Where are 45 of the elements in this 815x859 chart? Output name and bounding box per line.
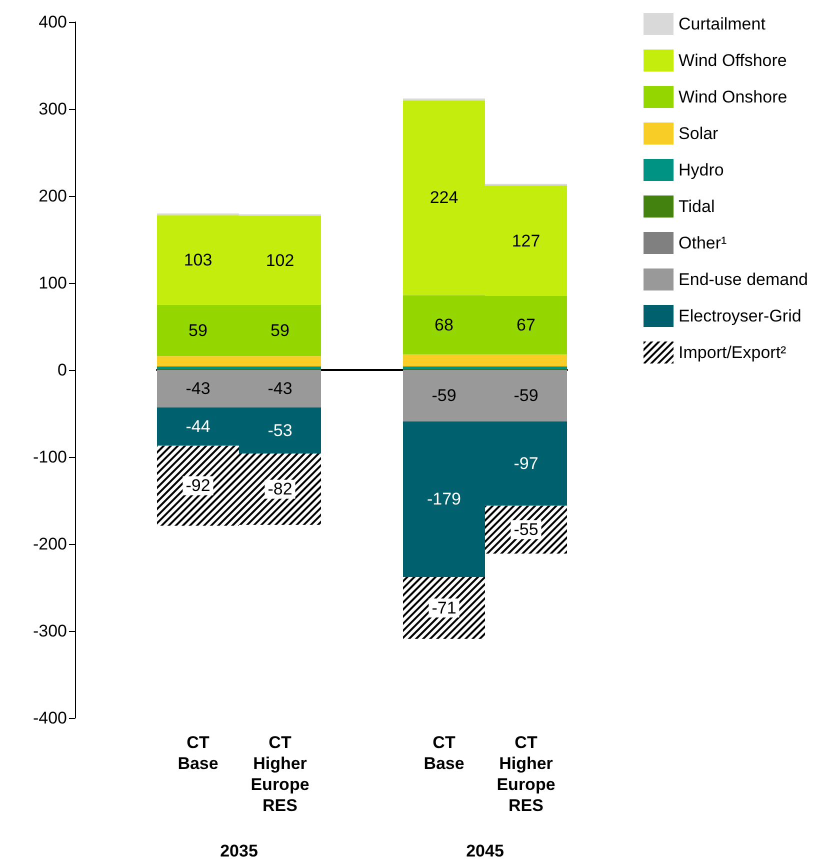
legend-label: Tidal (678, 197, 715, 216)
data-label: -53 (268, 420, 292, 440)
data-label: -179 (426, 490, 462, 509)
legend-label: Import/Export² (678, 343, 787, 362)
x-tick-label: CT Higher Europe RES (250, 733, 310, 815)
data-label: 127 (512, 231, 540, 250)
y-tick-label: -300 (32, 622, 67, 640)
y-tick-label: 200 (38, 186, 67, 206)
data-label: -92 (186, 476, 210, 496)
y-tick-label: -100 (32, 448, 67, 466)
y-tick-label: 400 (38, 12, 67, 32)
data-label: -59 (432, 386, 456, 406)
x-tick-label: CT Higher Europe RES (496, 733, 556, 815)
data-label: 224 (430, 188, 458, 208)
legend-label: Wind Offshore (678, 51, 787, 70)
y-tick-label: -400 (32, 708, 67, 728)
legend-label: Solar (678, 124, 719, 143)
data-label: 67 (516, 316, 536, 335)
data-label: 103 (184, 250, 212, 270)
data-label: 59 (188, 320, 208, 340)
data-label: -44 (186, 417, 210, 436)
data-label: 68 (434, 315, 454, 334)
data-label: 59 (270, 320, 290, 340)
data-label: -82 (268, 480, 292, 499)
legend-label: Electroyser-Grid (678, 306, 802, 326)
x-tick-label: CT Base (178, 733, 218, 773)
legend-label: Curtailment (678, 14, 766, 34)
legend-label: End-use demand (678, 270, 808, 289)
data-label: -43 (268, 379, 292, 398)
data-label: -55 (514, 520, 538, 540)
y-tick-label: 300 (38, 100, 67, 118)
data-label: -43 (186, 379, 210, 398)
legend-label: Other¹ (678, 234, 728, 252)
y-tick-label: 100 (38, 274, 67, 292)
data-label: -71 (432, 598, 456, 618)
text: 2045 (466, 842, 504, 859)
text: 2035 (220, 842, 258, 859)
legend-label: Hydro (678, 160, 724, 180)
y-tick-label: 0 (58, 360, 67, 380)
data-label: -97 (514, 454, 538, 474)
data-label: -59 (514, 386, 538, 406)
y-tick-label: -200 (32, 534, 67, 554)
x-tick-label: CT Base (424, 733, 464, 773)
legend-label: Wind Onshore (678, 88, 788, 106)
data-label: 102 (266, 250, 294, 270)
